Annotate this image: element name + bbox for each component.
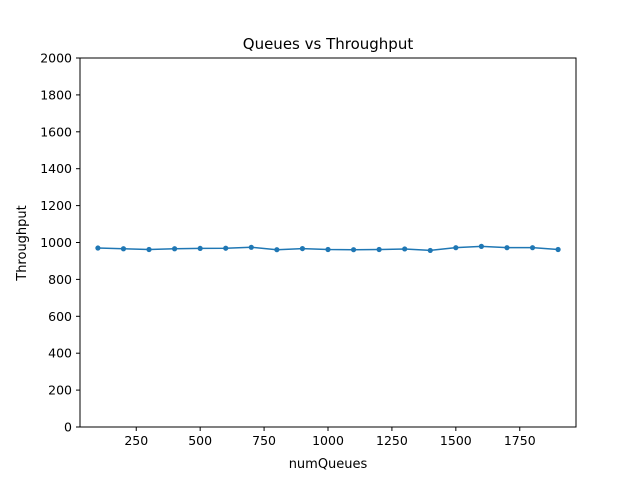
y-axis-title: Throughput — [15, 205, 30, 282]
data-point — [171, 246, 178, 252]
data-point — [299, 245, 306, 252]
data-point — [274, 247, 280, 253]
y-axis: 0 200 400 600 800 1000 1200 1400 1600 1800 2000 — [40, 51, 80, 435]
data-point — [120, 246, 127, 252]
plot-area — [79, 57, 577, 428]
data-point — [325, 246, 331, 253]
data-point — [427, 247, 433, 254]
y-tick-label: 1000 — [40, 235, 72, 250]
x-tick-label: 1250 — [376, 433, 408, 448]
data-point — [555, 246, 561, 253]
data-point — [402, 246, 408, 252]
x-tick-label: 1750 — [504, 433, 536, 448]
x-tick-label: 1000 — [312, 433, 344, 448]
y-tick-label: 1400 — [40, 161, 72, 176]
data-point — [223, 245, 229, 251]
data-point — [248, 244, 254, 250]
data-point — [376, 246, 382, 253]
y-tick-label: 1200 — [40, 198, 72, 213]
data-point — [478, 243, 485, 249]
y-tick-label: 600 — [48, 309, 72, 324]
x-axis-title: numQueues — [289, 457, 368, 472]
data-point — [453, 245, 459, 251]
x-tick-label: 500 — [188, 433, 212, 448]
plot-frame — [79, 57, 577, 428]
x-tick-label: 750 — [252, 433, 276, 448]
chart-title: Queues vs Throughput — [243, 35, 414, 53]
y-tick-label: 400 — [48, 346, 72, 361]
x-tick-label: 250 — [124, 433, 148, 448]
data-point — [95, 245, 101, 251]
y-tick-label: 800 — [48, 272, 72, 287]
data-point — [146, 246, 152, 253]
data-point — [197, 245, 203, 252]
y-tick-label: 1600 — [40, 124, 72, 139]
y-tick-label: 1800 — [40, 87, 72, 102]
x-tick-label: 1500 — [440, 433, 472, 448]
y-tick-label: 2000 — [40, 51, 72, 66]
data-point — [529, 245, 536, 251]
x-axis: 250 500 750 1000 1250 1500 1750 — [124, 427, 536, 448]
data-point — [504, 245, 510, 251]
y-tick-label: 200 — [48, 383, 72, 398]
y-tick-label: 0 — [64, 420, 72, 435]
data-point — [350, 247, 357, 253]
